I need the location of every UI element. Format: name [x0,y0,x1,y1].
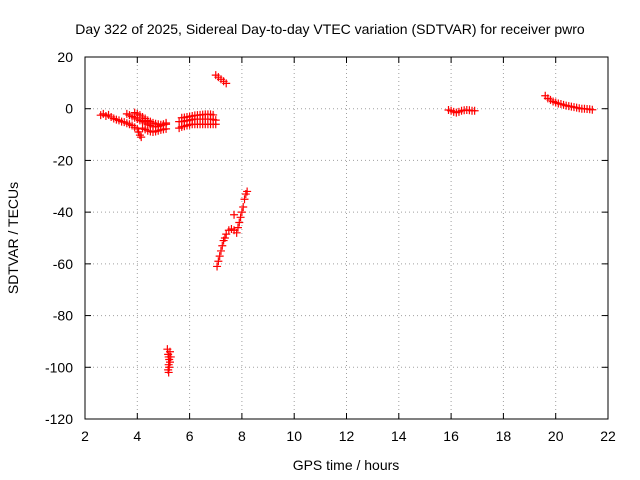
data-point [236,213,245,222]
data-point [230,210,239,219]
axis-ticks [84,56,609,420]
data-point [239,202,248,211]
data-point [237,208,246,217]
data-point [232,228,241,237]
y-tick-label: -100 [45,359,73,375]
data-points [96,71,597,377]
data-point [220,234,229,242]
grid-lines [85,57,608,419]
data-point [213,262,222,271]
y-tick-label: -40 [53,204,73,220]
plot-frame [84,56,609,420]
x-tick-label: 18 [496,428,512,444]
y-tick-label: -60 [53,256,73,272]
x-tick-label: 10 [286,428,302,444]
data-point [235,218,244,227]
data-point [216,246,225,255]
y-tick-label: -80 [53,308,73,324]
chart-title: Day 322 of 2025, Sidereal Day-to-day VTE… [75,21,585,37]
data-point [243,187,252,196]
data-point [137,133,146,142]
data-point [211,116,220,125]
data-point [164,368,173,377]
data-point [215,252,224,261]
y-tick-label: -20 [53,152,73,168]
x-tick-label: 6 [186,428,194,444]
data-point [222,79,231,88]
data-point [214,257,223,266]
x-tick-label: 20 [548,428,564,444]
x-tick-label: 4 [133,428,141,444]
data-point [218,241,227,250]
data-point [209,110,218,119]
data-point [166,352,175,361]
y-tick-label: 20 [57,49,73,65]
x-tick-label: 14 [391,428,407,444]
x-tick-label: 22 [600,428,616,444]
x-tick-label: 8 [238,428,246,444]
x-tick-label: 2 [81,428,89,444]
data-point [162,124,171,133]
x-tick-label: 12 [339,428,355,444]
data-point [470,106,479,115]
data-point [588,105,597,114]
x-axis-label: GPS time / hours [293,457,400,473]
x-tick-label: 16 [443,428,459,444]
data-point [233,223,242,232]
y-axis-label: SDTVAR / TECUs [5,182,21,294]
data-point [240,195,249,204]
y-tick-label: -120 [45,411,73,427]
data-point [165,347,174,356]
y-tick-label: 0 [65,101,73,117]
tick-labels: 2 4 6 8 10 12 14 16 18 20 22 -120 -100 -80 -60 -40 -20 0 2… [45,49,616,444]
